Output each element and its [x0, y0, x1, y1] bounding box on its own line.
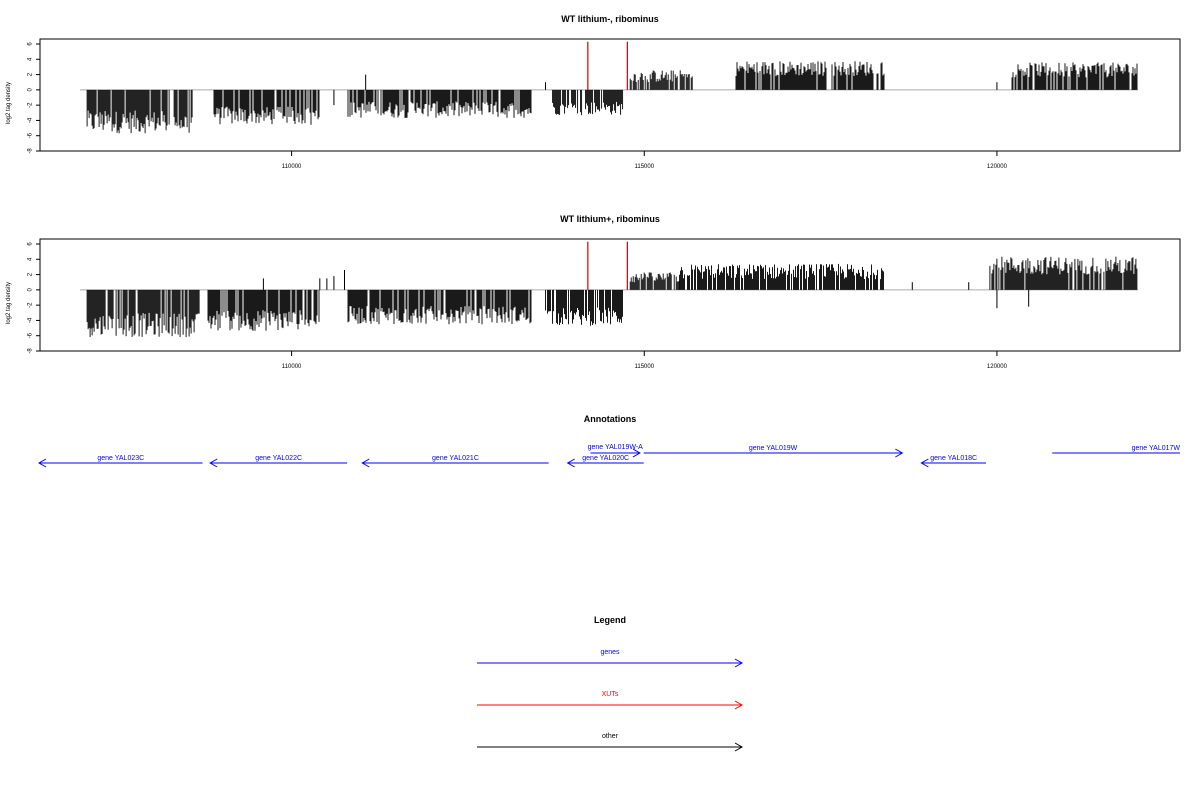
x-axis: 110000 115000 120000 — [282, 151, 1008, 170]
y-tick-label: 6 — [28, 242, 34, 246]
gene-label: gene YAL020C — [582, 455, 629, 462]
legend-arrowhead — [734, 742, 744, 752]
y-tick-label: 4 — [28, 57, 34, 61]
y-axis: -8 -6 -4 -2 0 2 4 6 — [28, 42, 41, 154]
y-tick-label: -2 — [28, 102, 34, 108]
gene-arrow: gene YAL018C — [920, 455, 987, 468]
y-tick-label: -6 — [28, 332, 34, 338]
y-tick-label: 4 — [28, 257, 34, 261]
gene-label: gene YAL023C — [97, 455, 144, 462]
x-tick-label: 110000 — [282, 164, 302, 170]
panel-lithium-minus: WT lithium-, ribominus log2 tag density … — [6, 14, 1181, 170]
annotations-title: Annotations — [584, 414, 637, 424]
y-tick-label: -8 — [28, 148, 34, 154]
legend: Legend genes XUTs other — [477, 615, 744, 752]
x-tick-label: 115000 — [634, 164, 654, 170]
y-tick-label: -4 — [28, 317, 34, 323]
legend-label: genes — [600, 649, 620, 656]
legend-label: other — [602, 733, 619, 740]
legend-label: XUTs — [602, 691, 619, 698]
y-tick-label: -2 — [28, 302, 34, 308]
gene-label: gene YAL018C — [930, 455, 977, 462]
legend-title: Legend — [594, 615, 626, 625]
y-tick-label: 0 — [28, 88, 34, 92]
x-tick-label: 115000 — [634, 364, 654, 370]
gene-arrow: gene YAL022C — [209, 455, 348, 468]
x-axis: 110000 115000 120000 — [282, 351, 1008, 370]
y-axis-label: log2 tag density — [6, 82, 12, 124]
tag-density-bars — [80, 41, 1138, 134]
legend-arrowhead — [734, 658, 744, 668]
gene-arrow: gene YAL020C — [566, 455, 644, 468]
gene-arrow: gene YAL019W-A — [588, 444, 644, 458]
y-tick-label: -4 — [28, 117, 34, 123]
panel-lithium-plus: WT lithium+, ribominus log2 tag density … — [6, 214, 1181, 370]
x-tick-label: 110000 — [282, 364, 302, 370]
y-tick-label: 2 — [28, 272, 34, 276]
y-tick-label: 6 — [28, 42, 34, 46]
gene-label: gene YAL019W-A — [588, 444, 644, 451]
gene-arrow: gene YAL021C — [361, 455, 549, 468]
gene-arrow: gene YAL023C — [37, 455, 203, 468]
gene-label: gene YAL022C — [255, 455, 302, 462]
gene-arrows: gene YAL023C gene YAL022C gene YAL021C gene… — [37, 444, 1181, 468]
gene-label: gene YAL021C — [432, 455, 479, 462]
y-tick-label: -6 — [28, 132, 34, 138]
legend-items: genes XUTs other — [477, 649, 744, 752]
gene-label: gene YAL019W — [749, 445, 798, 452]
legend-item: other — [477, 733, 744, 752]
x-tick-label: 120000 — [987, 164, 1008, 170]
legend-arrowhead — [734, 700, 744, 710]
x-tick-label: 120000 — [987, 364, 1008, 370]
legend-item: genes — [477, 649, 744, 668]
gene-arrow: gene YAL019W — [643, 445, 904, 458]
y-axis: -8 -6 -4 -2 0 2 4 6 — [28, 242, 41, 354]
annotations-track: Annotations gene YAL023C gene YAL022C gene… — [37, 414, 1181, 468]
panel-title: WT lithium+, ribominus — [560, 214, 660, 224]
y-tick-label: 0 — [28, 288, 34, 292]
y-tick-label: 2 — [28, 72, 34, 76]
tag-density-bars — [80, 241, 1138, 338]
panel-title: WT lithium-, ribominus — [561, 14, 659, 24]
y-tick-label: -8 — [28, 348, 34, 354]
legend-item: XUTs — [477, 691, 744, 710]
y-axis-label: log2 tag density — [6, 282, 12, 324]
gene-arrow: gene YAL017W — [1052, 445, 1181, 454]
gene-label: gene YAL017W — [1132, 445, 1181, 452]
